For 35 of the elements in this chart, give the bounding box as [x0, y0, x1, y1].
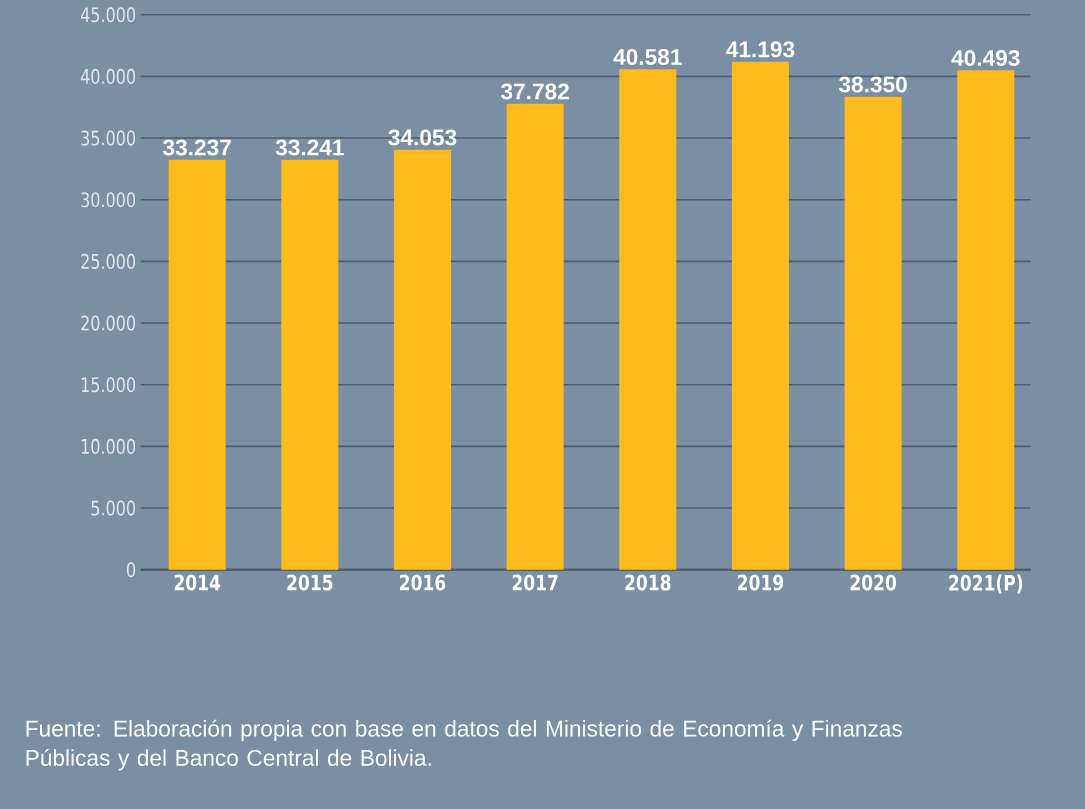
data-label: 33.237 [163, 139, 231, 156]
y-tick-label: 15.000 [81, 377, 136, 393]
y-tick-label: 25.000 [81, 253, 136, 269]
y-tick-label: 0 [126, 562, 136, 578]
y-tick-label: 45.000 [80, 7, 136, 23]
data-label: 38.350 [838, 76, 907, 93]
y-tick-label: 40.000 [80, 68, 136, 84]
bar [393, 149, 451, 570]
bar [731, 61, 789, 570]
x-tick-label: 2015 [287, 574, 333, 591]
y-tick-label: 20.000 [81, 315, 136, 331]
y-tick-label: 35.000 [81, 130, 136, 146]
x-tick-label: 2014 [174, 574, 221, 591]
x-tick-label: 2018 [625, 574, 671, 591]
bar [506, 103, 564, 570]
data-label: 40.493 [951, 49, 1020, 67]
bar [168, 159, 226, 570]
y-tick-label: 5.000 [91, 500, 136, 516]
source-note: Fuente: Elaboración propia con base en datos del Ministerio de Economía y Finanzas Públicas y del Banco Central de Bolivia. [26, 719, 902, 771]
x-tick-label: 2016 [400, 574, 446, 591]
x-tick-label: 2020 [850, 574, 897, 591]
x-tick-label: 2019 [738, 574, 784, 591]
x-tick-label: 2017 [512, 574, 558, 591]
x-tick-label: 2021(P) [949, 574, 1023, 594]
y-tick-label: 10.000 [81, 438, 136, 454]
data-label: 37.782 [500, 83, 569, 100]
bar [619, 69, 677, 570]
y-tick-label: 30.000 [81, 192, 136, 208]
bar [281, 159, 339, 570]
data-label: 41.193 [726, 41, 795, 58]
bar [957, 70, 1015, 570]
data-label: 33.241 [275, 139, 344, 156]
data-label: 34.053 [388, 129, 457, 146]
bar [844, 96, 902, 570]
data-label: 40.581 [613, 48, 682, 65]
